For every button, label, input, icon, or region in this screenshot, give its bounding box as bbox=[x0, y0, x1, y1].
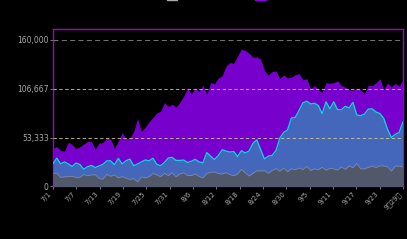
Legend: Tron, ETH, EOS: Tron, ETH, EOS bbox=[163, 0, 293, 5]
